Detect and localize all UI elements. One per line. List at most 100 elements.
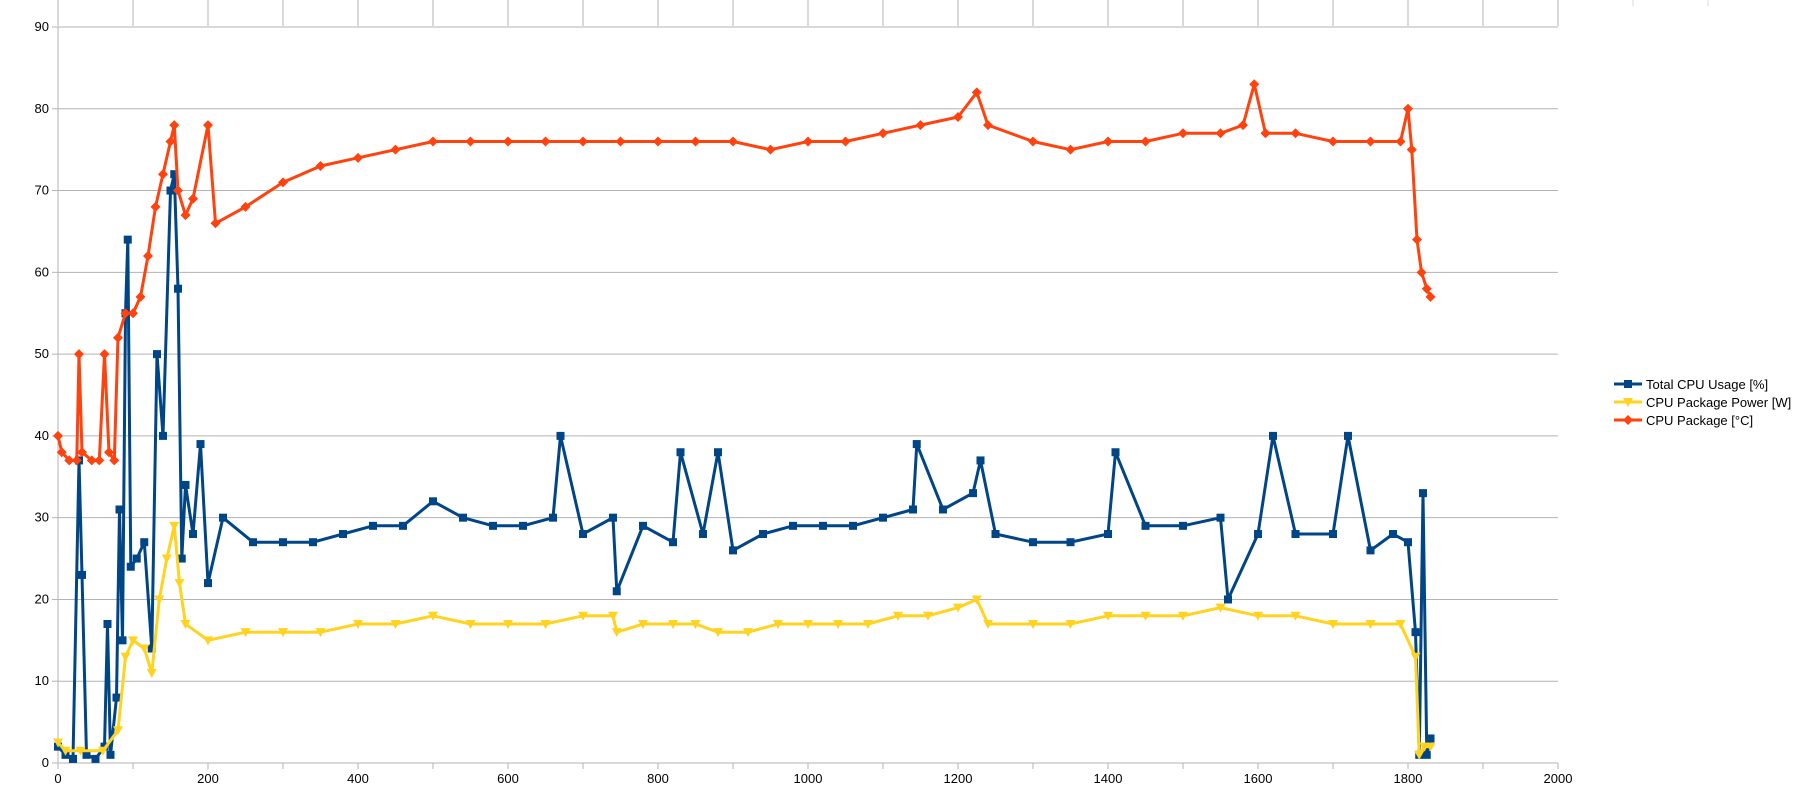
data-point [1253, 611, 1263, 621]
data-point [849, 521, 857, 530]
data-point [579, 530, 587, 539]
data-point [608, 611, 618, 621]
data-point [1179, 521, 1187, 530]
data-point [669, 538, 677, 547]
data-point [1291, 530, 1300, 539]
gridlines [52, 0, 1709, 769]
data-point [833, 619, 843, 629]
data-point [863, 619, 873, 629]
data-point [353, 152, 363, 163]
data-point [1103, 611, 1113, 621]
data-point [139, 644, 150, 654]
data-point [279, 538, 287, 547]
series-0 [54, 170, 1435, 763]
series-1 [53, 521, 1436, 760]
data-point [75, 746, 86, 756]
data-point [1178, 128, 1188, 139]
legend-label: Total CPU Usage [%] [1646, 377, 1768, 392]
series-line [56, 82, 1432, 462]
data-point [399, 521, 407, 530]
data-point [912, 440, 921, 449]
data-point [519, 521, 527, 530]
data-point [1426, 734, 1435, 743]
data-point [112, 693, 121, 702]
data-point [1066, 538, 1075, 547]
data-point [174, 579, 185, 589]
data-point [953, 603, 963, 613]
data-point [489, 521, 497, 530]
data-point [1366, 546, 1375, 555]
data-point [135, 291, 146, 302]
data-point [840, 136, 851, 147]
data-point [540, 136, 551, 147]
data-point [1216, 513, 1225, 522]
x-tick-label: 1200 [944, 771, 973, 786]
data-point [169, 521, 180, 531]
data-point [91, 754, 100, 763]
data-point [503, 136, 513, 147]
data-point [115, 505, 124, 514]
data-point [1404, 538, 1412, 547]
data-point [428, 136, 438, 147]
data-point [1414, 750, 1425, 760]
legend-swatch-marker [1624, 380, 1632, 388]
data-point [556, 431, 565, 440]
x-tick-label: 0 [54, 771, 61, 786]
data-point [1290, 128, 1301, 139]
data-point [278, 628, 288, 638]
data-point [690, 619, 701, 629]
data-point [106, 750, 115, 759]
data-point [369, 521, 377, 530]
data-point [676, 448, 685, 457]
data-point [578, 136, 588, 147]
data-point [204, 579, 212, 588]
data-point [64, 455, 75, 466]
data-point [109, 455, 120, 466]
data-point [690, 136, 701, 147]
data-point [549, 513, 557, 522]
data-point [765, 144, 776, 155]
data-point [1412, 234, 1422, 245]
data-point [971, 87, 982, 98]
data-point [180, 619, 191, 629]
x-tick-label: 1600 [1244, 771, 1273, 786]
data-point [165, 136, 176, 147]
data-point [1224, 595, 1232, 604]
data-point [390, 144, 401, 155]
data-point [1328, 619, 1338, 629]
y-tick-label: 60 [35, 264, 49, 279]
data-point [158, 169, 168, 180]
data-point [915, 120, 926, 131]
data-point [240, 201, 251, 212]
data-point [879, 513, 887, 522]
data-point [713, 628, 723, 638]
data-point [196, 440, 205, 449]
data-point [1103, 136, 1113, 147]
legend-label: CPU Package [°C] [1646, 413, 1753, 428]
data-point [120, 652, 131, 662]
data-point [465, 136, 476, 147]
data-point [893, 611, 903, 621]
x-tick-label: 600 [497, 771, 519, 786]
data-point [1421, 283, 1432, 294]
legend-item: CPU Package Power [W] [1614, 395, 1791, 410]
data-point [759, 530, 767, 539]
data-point [140, 538, 149, 547]
data-point [128, 308, 138, 319]
data-point [278, 177, 288, 188]
data-point [86, 455, 97, 466]
data-point [60, 746, 71, 756]
y-tick-label: 10 [35, 673, 49, 688]
data-point [174, 284, 182, 293]
data-point [1425, 291, 1436, 302]
data-point [146, 669, 157, 679]
data-point [53, 738, 63, 748]
data-point [611, 628, 622, 638]
data-point [1365, 619, 1376, 629]
series-line [56, 172, 1432, 761]
data-point [315, 628, 326, 638]
data-point [971, 595, 982, 605]
data-point [728, 136, 738, 147]
data-point [132, 554, 141, 563]
